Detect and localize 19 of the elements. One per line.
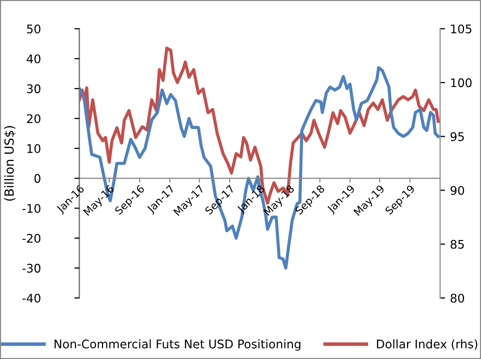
y-tick-label: 0: [34, 174, 40, 183]
y2-tick-label: 95: [450, 132, 464, 142]
y-tick-label: -20: [22, 234, 40, 243]
y-tick-label: -40: [22, 294, 40, 303]
y-tick-label: 10: [27, 144, 40, 154]
y2-tick-label: 100: [451, 78, 472, 88]
y-tick-label: 50: [27, 24, 40, 34]
y-tick-label: -10: [22, 204, 40, 213]
legend-label: Non-Commercial Futs Net USD Positioning: [54, 339, 300, 351]
y-tick-label: -30: [22, 264, 40, 273]
y-tick-label: 40: [26, 54, 40, 64]
y2-tick-label: 80: [450, 294, 464, 303]
y2-tick-label: 85: [450, 240, 464, 249]
y-tick-label: 20: [27, 114, 40, 124]
y2-tick-label: 90: [450, 186, 464, 195]
legend-label: Dollar Index (rhs): [376, 339, 478, 350]
y-axis-title: (Billion US$): [4, 126, 16, 201]
y2-tick-label: 105: [451, 24, 472, 34]
y-tick-label: 30: [27, 84, 40, 94]
